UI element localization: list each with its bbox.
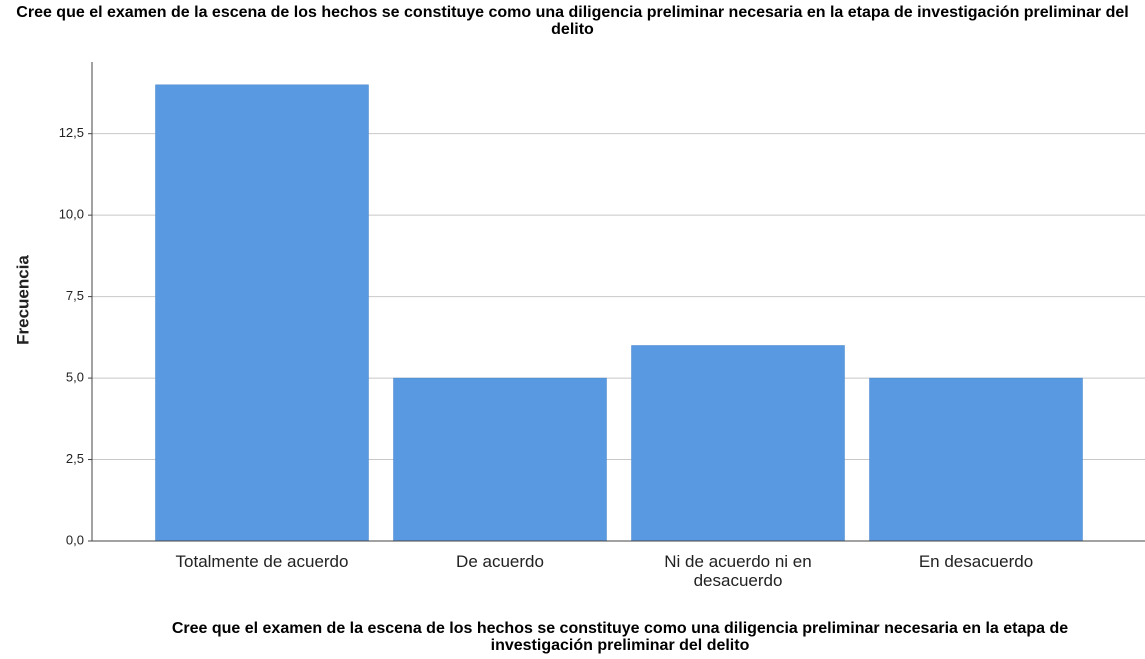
bar [631,345,845,542]
chart-title: Cree que el examen de la escena de los h… [16,4,1129,38]
y-tick-label: 2,5 [66,451,84,466]
y-axis-title: Frecuencia [13,255,32,345]
x-tick-label: De acuerdo [456,552,544,571]
x-axis-title: Cree que el examen de la escena de los h… [171,620,1069,654]
x-tick-label: Ni de acuerdo ni en desacuerdo [664,552,812,590]
x-tick-label: En desacuerdo [918,552,1034,571]
bar [155,84,369,542]
y-tick-label: 7,5 [66,288,84,303]
y-tick-label: 12,5 [59,125,84,140]
y-tick-label: 5,0 [66,370,84,385]
bar [393,377,607,542]
x-tick-label: Totalmente de acuerdo [175,552,349,571]
y-tick-label: 0,0 [66,532,84,547]
y-tick-label: 10,0 [59,207,84,222]
bar [869,377,1083,542]
